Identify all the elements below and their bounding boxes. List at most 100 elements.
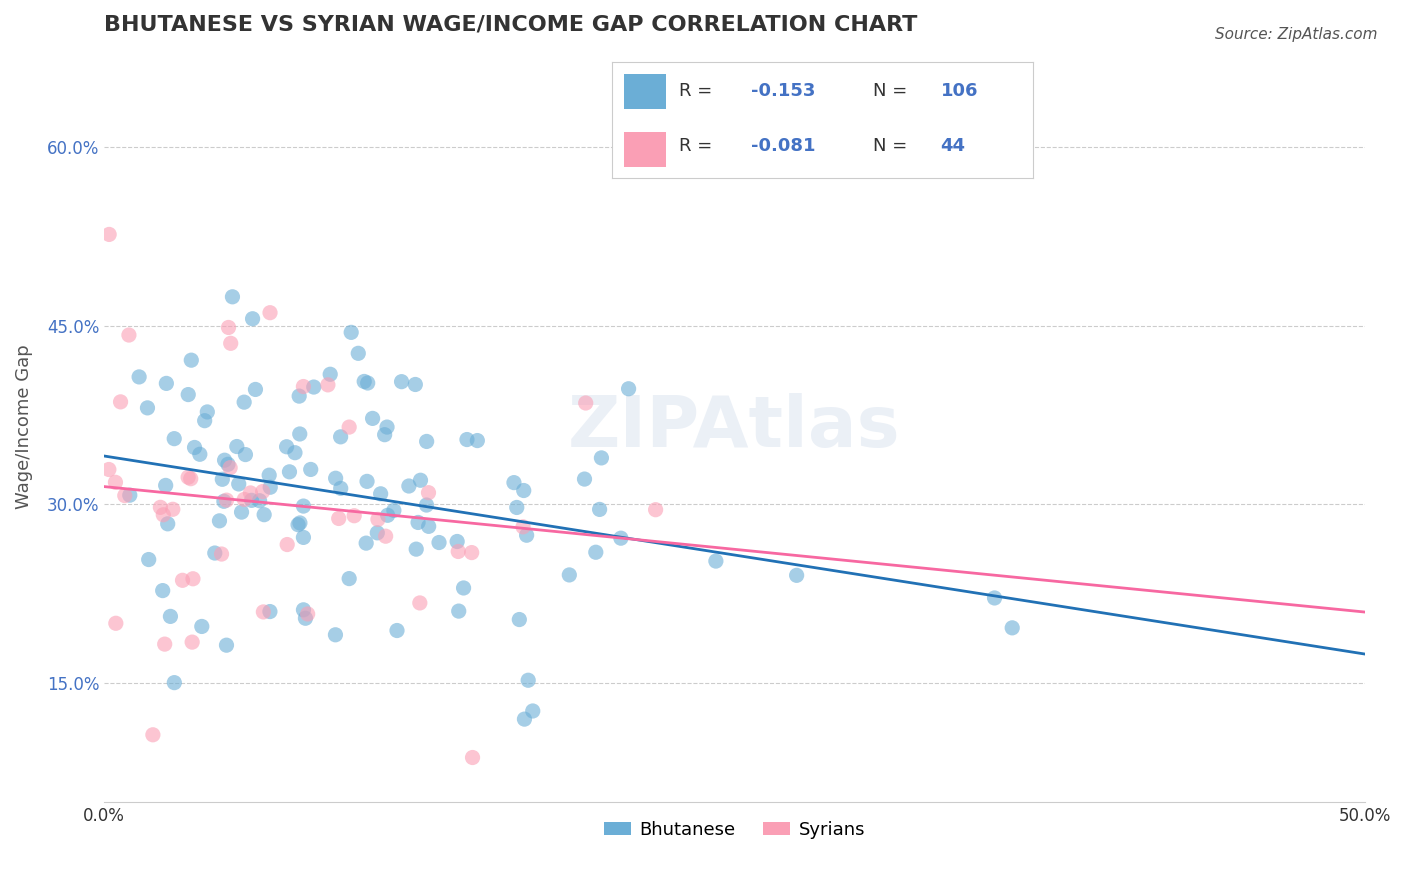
Point (194, 414, 217, 428)
Point (506, 500, 529, 515)
Point (512, 483, 534, 498)
Point (188, 447, 211, 461)
Point (406, 516, 429, 530)
Point (104, 475, 127, 490)
Point (385, 624, 408, 638)
Point (292, 379, 315, 393)
Point (219, 460, 242, 475)
Point (337, 420, 360, 434)
Point (343, 508, 366, 523)
Point (337, 572, 360, 586)
Point (382, 503, 405, 517)
Point (219, 336, 242, 351)
Point (461, 750, 484, 764)
Point (357, 376, 380, 390)
Point (328, 511, 350, 525)
Point (418, 519, 440, 533)
Point (377, 508, 399, 523)
Point (610, 531, 633, 545)
Point (218, 320, 240, 334)
Point (294, 611, 316, 625)
Point (517, 673, 540, 688)
Point (503, 475, 526, 490)
Point (585, 545, 607, 559)
Point (391, 375, 413, 389)
Point (292, 530, 315, 544)
Text: -0.081: -0.081 (751, 137, 815, 155)
FancyBboxPatch shape (624, 132, 666, 167)
Point (211, 472, 233, 486)
Point (259, 605, 281, 619)
Point (138, 552, 160, 566)
Point (558, 568, 581, 582)
Point (136, 401, 159, 415)
Point (233, 492, 256, 507)
Point (366, 525, 388, 540)
Text: N =: N = (873, 137, 912, 155)
Point (217, 457, 239, 471)
Point (242, 311, 264, 326)
Point (249, 493, 271, 508)
Point (374, 529, 396, 543)
Point (588, 502, 610, 516)
Text: 106: 106 (941, 82, 979, 101)
Point (118, 328, 141, 343)
Point (983, 591, 1005, 605)
Point (1001, 621, 1024, 635)
Point (142, 728, 165, 742)
Point (340, 326, 363, 340)
Point (405, 542, 427, 557)
Point (98, 227, 121, 242)
Point (276, 440, 298, 454)
Point (240, 493, 263, 508)
Point (204, 546, 226, 560)
Point (453, 581, 475, 595)
Text: N =: N = (873, 82, 912, 101)
Point (214, 453, 236, 467)
Y-axis label: Wage/Income Gap: Wage/Income Gap (15, 344, 32, 509)
Point (97, 462, 120, 476)
Point (239, 486, 262, 500)
Point (195, 405, 218, 419)
Point (156, 516, 179, 531)
Text: 44: 44 (941, 137, 966, 155)
Point (375, 420, 398, 434)
Point (361, 411, 384, 425)
Point (522, 704, 544, 718)
Point (329, 430, 352, 444)
Point (370, 487, 392, 501)
Point (155, 478, 177, 492)
Point (415, 498, 437, 512)
Point (409, 596, 432, 610)
Point (704, 554, 727, 568)
Point (319, 368, 342, 382)
Point (786, 568, 808, 582)
Point (278, 465, 301, 479)
Point (221, 290, 243, 304)
Point (163, 432, 186, 446)
Point (149, 500, 172, 515)
Point (325, 628, 347, 642)
Point (353, 375, 375, 389)
Point (153, 637, 176, 651)
Point (114, 489, 136, 503)
Point (233, 395, 256, 409)
Point (456, 433, 478, 447)
Point (460, 545, 482, 559)
Text: BHUTANESE VS SYRIAN WAGE/INCOME GAP CORRELATION CHART: BHUTANESE VS SYRIAN WAGE/INCOME GAP CORR… (104, 15, 918, 35)
Point (367, 512, 389, 526)
Point (235, 448, 257, 462)
Point (180, 472, 202, 486)
Point (467, 434, 489, 448)
Point (177, 470, 200, 484)
Point (415, 434, 437, 449)
Point (162, 502, 184, 516)
Point (302, 380, 325, 394)
Point (257, 468, 280, 483)
Point (259, 480, 281, 494)
Point (329, 481, 352, 495)
Point (231, 505, 253, 519)
Point (180, 353, 202, 368)
Point (228, 477, 250, 491)
Legend: Bhutanese, Syrians: Bhutanese, Syrians (596, 814, 873, 846)
